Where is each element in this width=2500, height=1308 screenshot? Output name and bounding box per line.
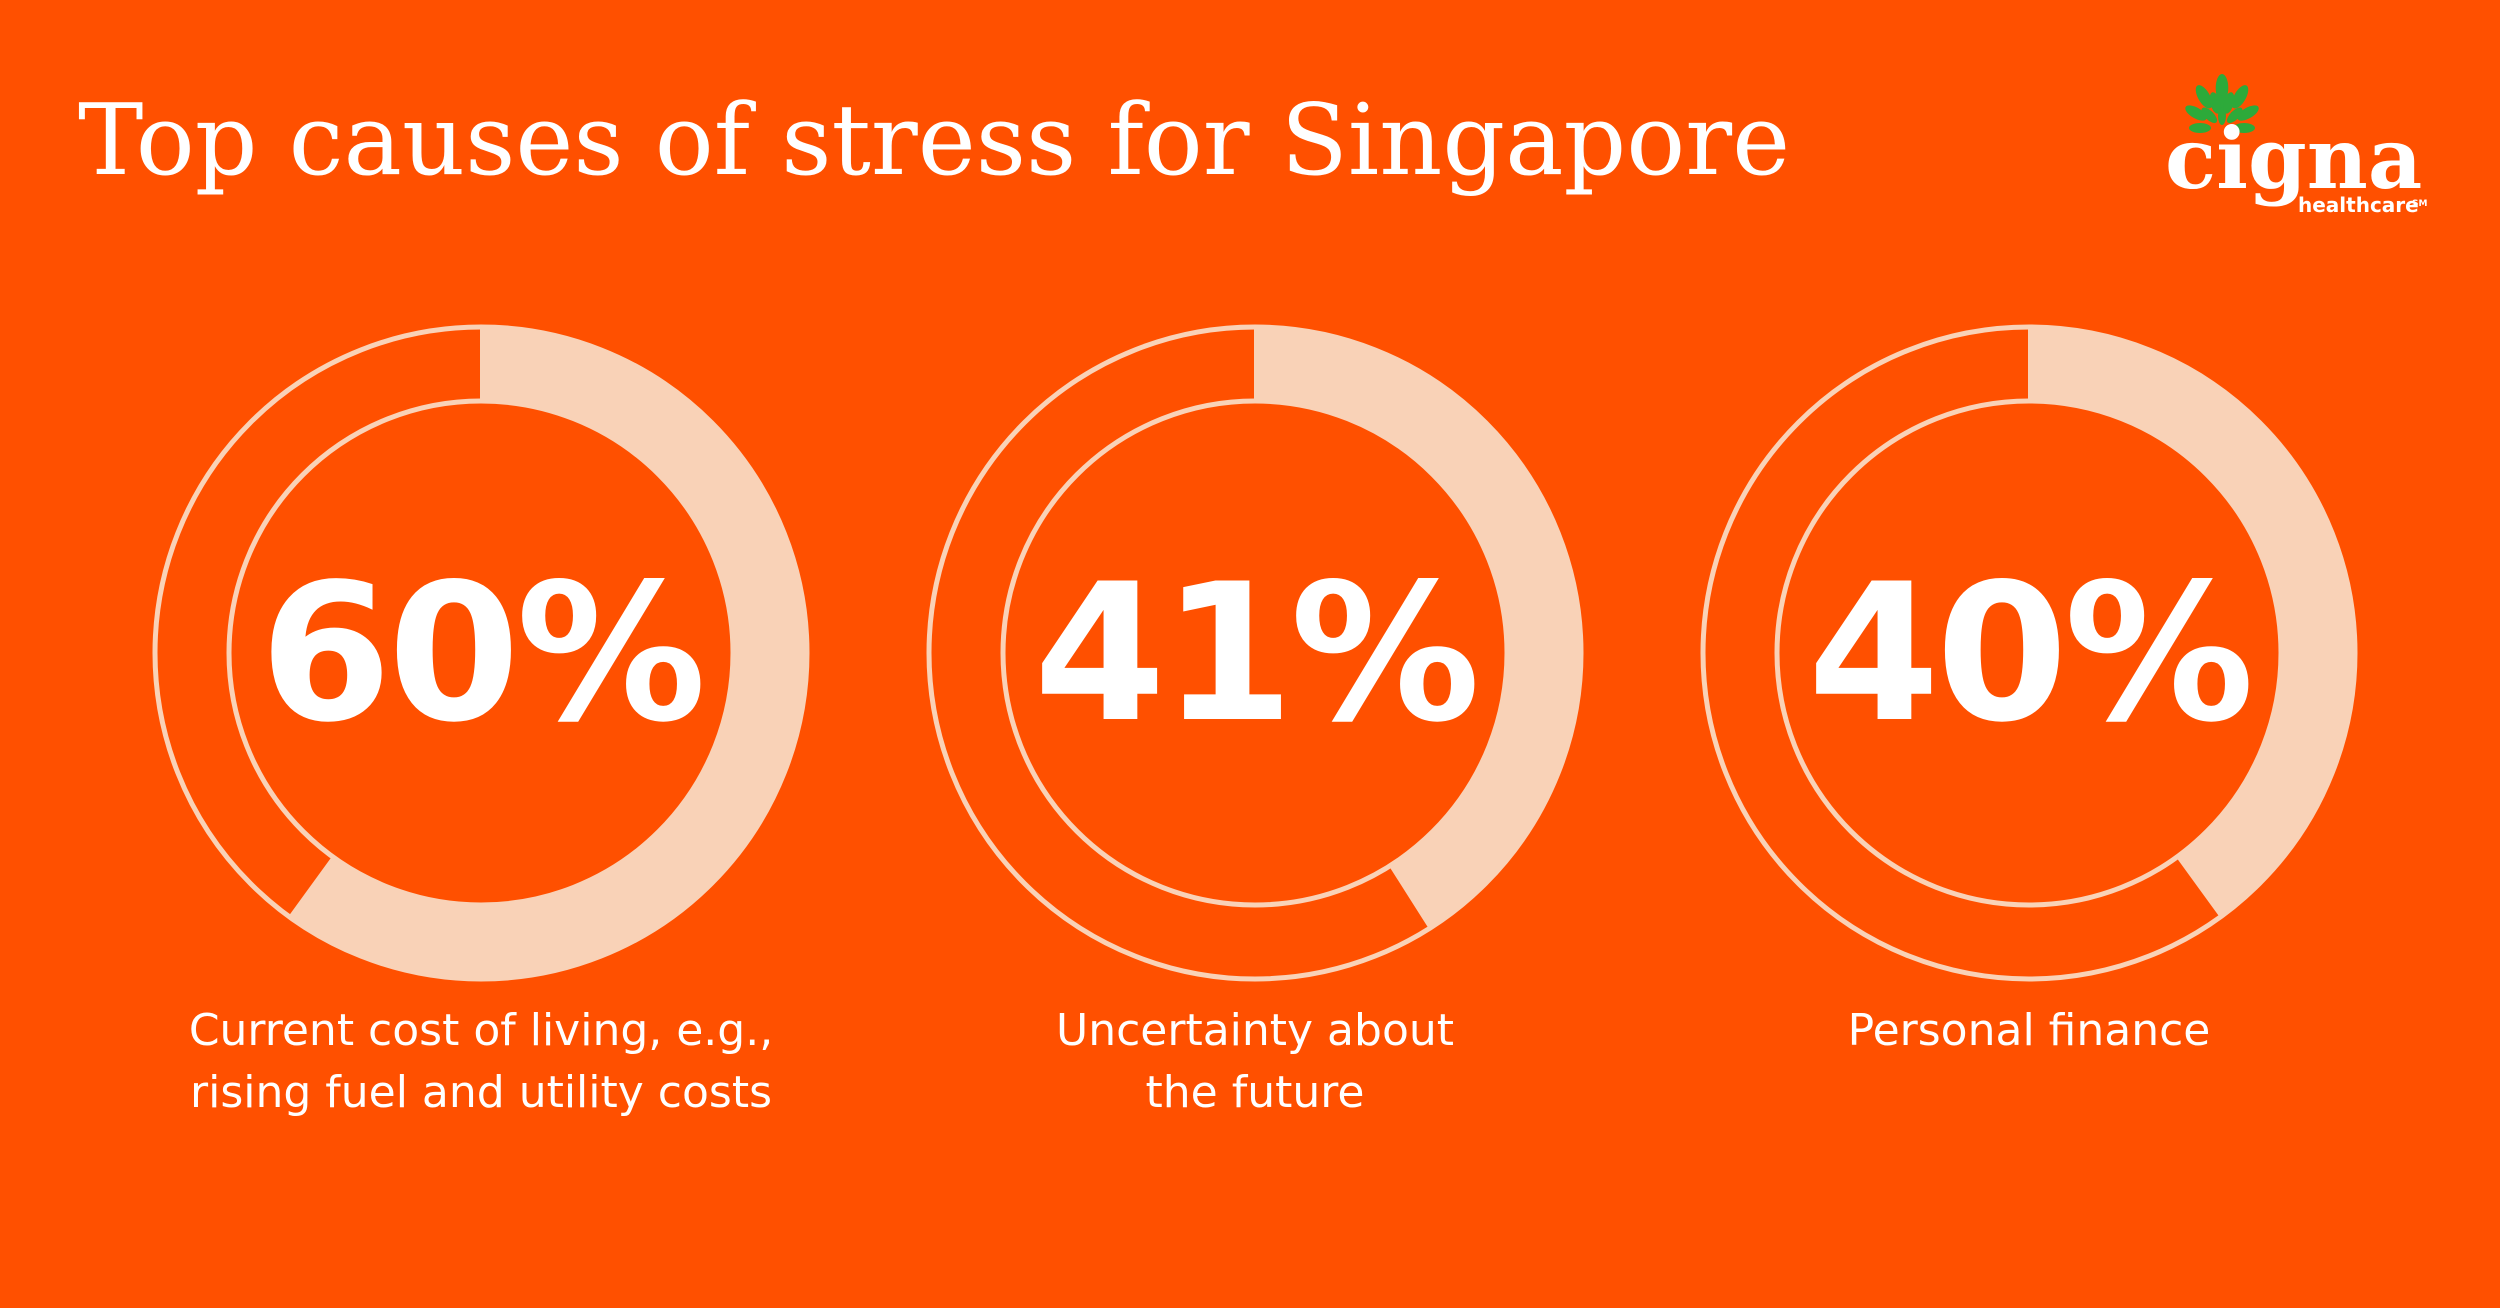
leaf-2 — [2231, 85, 2249, 109]
leaf-9 — [2226, 107, 2243, 124]
inner-ring — [1000, 398, 1510, 908]
leaf-13 — [2209, 92, 2221, 114]
leaf-5 — [2185, 105, 2207, 121]
page-title: Top causes of stress for Singapore — [78, 84, 1791, 198]
leaf-4 — [2237, 105, 2259, 121]
logo-servicemark: SM — [2412, 199, 2427, 209]
logo-subtext: healthcare — [2298, 193, 2419, 217]
leaf-1 — [2215, 74, 2229, 102]
logo-wordmark: cigna — [2165, 109, 2422, 208]
inner-ring — [226, 398, 736, 908]
leaf-12 — [2223, 92, 2235, 114]
value-arc — [2028, 325, 2356, 919]
cigna-logo-mark: cigna healthcare SM — [2165, 74, 2427, 217]
inner-ring — [1774, 398, 2284, 908]
value-arc — [287, 325, 808, 980]
leaf-3 — [2195, 85, 2213, 109]
donut-2-svg — [926, 324, 1584, 982]
leaf-7 — [2189, 123, 2211, 133]
donut-2-label-line-1: Uncertainty about — [1056, 1005, 1454, 1056]
donut-chart-2: 41% — [915, 313, 1595, 993]
donut-2-label: Uncertainty about the future — [855, 1000, 1655, 1124]
donut-3-label-line-1: Personal finance — [1847, 1005, 2211, 1056]
leaf-cluster-icon — [2185, 74, 2259, 133]
donut-1-label-line-2: rising fuel and utility costs — [190, 1067, 772, 1118]
donut-3-label: Personal finance — [1629, 1000, 2429, 1062]
leaf-10 — [2201, 107, 2218, 124]
donut-1-svg — [152, 324, 810, 982]
donut-2-label-line-2: the future — [1145, 1067, 1365, 1118]
donut-3-svg — [1700, 324, 2358, 982]
donut-1-label-line-1: Current cost of living, e.g., — [188, 1005, 774, 1056]
cigna-logo: cigna healthcare SM — [2150, 66, 2440, 217]
value-arc — [1254, 325, 1582, 930]
donut-chart-1: 60% — [141, 313, 821, 993]
donut-chart-3: 40% — [1689, 313, 2369, 993]
leaf-6 — [2233, 123, 2255, 133]
donut-1-label: Current cost of living, e.g., rising fue… — [81, 1000, 881, 1124]
